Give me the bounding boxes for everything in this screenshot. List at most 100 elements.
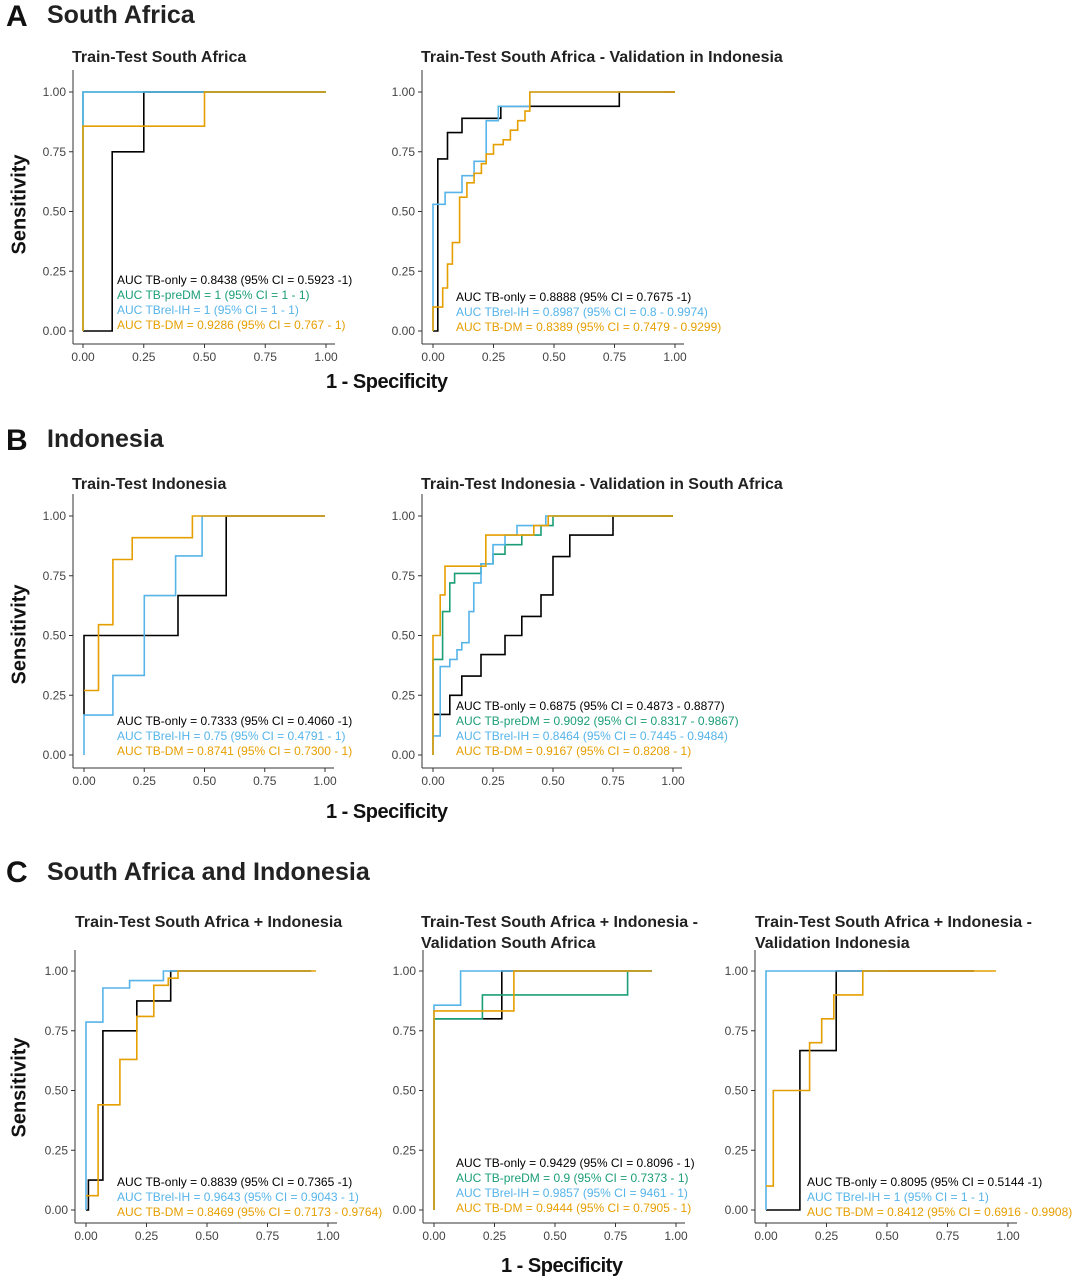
roc-curve-tb-only: [433, 515, 673, 716]
section-title-c: South Africa and Indonesia: [47, 858, 370, 886]
x-tick-label: 0.75: [256, 1229, 280, 1243]
x-tick-label: 1.00: [314, 350, 338, 364]
roc-curve-tb-dm: [432, 91, 675, 331]
y-tick-label: 0.00: [43, 324, 67, 338]
panel-title-line: Validation Indonesia: [755, 935, 910, 952]
x-tick-label: 1.00: [661, 774, 685, 788]
roc-curve-tbrel-ih: [765, 970, 887, 1210]
y-tick-label: 1.00: [725, 964, 749, 978]
y-tick-label: 0.25: [43, 264, 67, 278]
section-letter-a: A: [6, 0, 28, 33]
x-tick-label: 0.00: [71, 350, 95, 364]
y-tick-label: 0.75: [392, 145, 416, 159]
y-tick-label: 1.00: [45, 964, 69, 978]
auc-label-tb-only: AUC TB-only = 0.6875 (95% CI = 0.4873 - …: [456, 699, 725, 713]
panel-title: Train-Test South Africa + Indonesia: [75, 912, 342, 933]
x-tick-label: 0.75: [601, 774, 625, 788]
auc-label-tb-dm: AUC TB-DM = 0.9444 (95% CI = 0.7905 - 1): [456, 1201, 691, 1215]
section-letter-b: B: [6, 424, 28, 457]
panel-title-line: Train-Test South Africa: [72, 49, 247, 66]
roc-curve-tb-dm: [82, 91, 326, 331]
auc-label-tb-only: AUC TB-only = 0.8888 (95% CI = 0.7675 -1…: [456, 290, 691, 304]
auc-label-tbrel-ih: AUC TBrel-IH = 0.8987 (95% CI = 0.8 - 0.…: [456, 305, 708, 319]
auc-label-tb-dm: AUC TB-DM = 0.8469 (95% CI = 0.7173 - 0.…: [117, 1205, 382, 1219]
y-tick-label: 0.75: [392, 569, 416, 583]
panel-title-line: Train-Test Indonesia - Validation in Sou…: [421, 476, 783, 493]
roc-curve-tb-only: [433, 91, 675, 332]
y-tick-label: 0.00: [393, 1203, 417, 1217]
y-tick-label: 0.25: [43, 688, 67, 702]
roc-curve-tbrel-ih: [432, 515, 661, 755]
roc-curve-tbrel-ih: [432, 91, 663, 331]
x-tick-label: 0.25: [135, 1229, 159, 1243]
panel-title: Train-Test South Africa: [72, 47, 246, 68]
y-tick-label: 0.50: [45, 1084, 69, 1098]
x-tick-label: 0.25: [133, 774, 157, 788]
auc-label-tb-only: AUC TB-only = 0.8438 (95% CI = 0.5923 -1…: [117, 273, 352, 287]
x-tick-label: 0.00: [72, 774, 96, 788]
x-tick-label: 0.25: [815, 1229, 839, 1243]
roc-curve-tb-dm: [766, 970, 996, 1187]
y-tick-label: 0.00: [43, 748, 67, 762]
x-tick-label: 0.25: [481, 774, 505, 788]
x-tick-label: 0.50: [541, 774, 565, 788]
y-tick-label: 0.75: [725, 1024, 749, 1038]
y-tick-label: 0.50: [392, 629, 416, 643]
panel-title: Train-Test Indonesia - Validation in Sou…: [421, 474, 783, 495]
x-tick-label: 0.50: [193, 774, 217, 788]
y-tick-label: 0.75: [45, 1024, 69, 1038]
x-tick-label: 0.50: [875, 1229, 899, 1243]
x-tick-label: 1.00: [313, 774, 337, 788]
panel-title: Train-Test South Africa + Indonesia - Val…: [755, 912, 1032, 954]
x-tick-label: 0.00: [422, 1229, 446, 1243]
auc-label-tbrel-ih: AUC TBrel-IH = 1 (95% CI = 1 - 1): [807, 1190, 989, 1204]
x-tick-label: 0.50: [195, 1229, 219, 1243]
x-axis-label-a: 1 - Specificity: [326, 371, 448, 393]
panel-title-line: Train-Test South Africa + Indonesia: [75, 914, 343, 931]
auc-label-tb-predm: AUC TB-preDM = 1 (95% CI = 1 - 1): [117, 288, 310, 302]
y-tick-label: 1.00: [392, 509, 416, 523]
x-tick-label: 0.25: [483, 1229, 507, 1243]
x-tick-label: 0.00: [421, 774, 445, 788]
x-tick-label: 1.00: [996, 1229, 1020, 1243]
panel-title: Train-Test Indonesia: [72, 474, 226, 495]
x-tick-label: 0.25: [132, 350, 156, 364]
y-tick-label: 0.75: [43, 145, 67, 159]
roc-curve-tb-dm: [84, 515, 325, 692]
auc-label-tbrel-ih: AUC TBrel-IH = 0.9857 (95% CI = 9461 - 1…: [456, 1186, 688, 1200]
y-tick-label: 1.00: [43, 85, 67, 99]
y-tick-label: 0.50: [393, 1084, 417, 1098]
panel-title-line: Validation South Africa: [421, 935, 596, 952]
auc-label-tbrel-ih: AUC TBrel-IH = 0.8464 (95% CI = 0.7445 -…: [456, 729, 728, 743]
panel-title-line: Train-Test South Africa + Indonesia -: [421, 914, 698, 931]
auc-label-tb-only: AUC TB-only = 0.7333 (95% CI = 0.4060 -1…: [117, 714, 352, 728]
y-tick-label: 0.00: [725, 1203, 749, 1217]
panel-title: Train-Test South Africa - Validation in …: [421, 47, 783, 68]
x-tick-label: 0.00: [421, 350, 445, 364]
section-title-a: South Africa: [47, 1, 195, 29]
y-tick-label: 0.25: [392, 264, 416, 278]
y-tick-label: 0.75: [393, 1024, 417, 1038]
x-tick-label: 0.75: [254, 350, 278, 364]
section-letter-c: C: [6, 856, 28, 889]
y-tick-label: 0.50: [392, 205, 416, 219]
y-tick-label: 0.50: [43, 205, 67, 219]
x-tick-label: 0.75: [936, 1229, 960, 1243]
auc-label-tb-predm: AUC TB-preDM = 0.9092 (95% CI = 0.8317 -…: [456, 714, 739, 728]
auc-label-tbrel-ih: AUC TBrel-IH = 0.75 (95% CI = 0.4791 - 1…: [117, 729, 346, 743]
y-tick-label: 0.50: [725, 1084, 749, 1098]
y-tick-label: 0.25: [392, 688, 416, 702]
y-tick-label: 0.00: [392, 748, 416, 762]
x-axis-label-b: 1 - Specificity: [326, 801, 448, 823]
y-tick-label: 0.00: [392, 324, 416, 338]
x-tick-label: 1.00: [316, 1229, 340, 1243]
x-tick-label: 0.00: [74, 1229, 98, 1243]
auc-label-tbrel-ih: AUC TBrel-IH = 1 (95% CI = 1 - 1): [117, 303, 299, 317]
auc-label-tb-dm: AUC TB-DM = 0.8741 (95% CI = 0.7300 - 1): [117, 744, 352, 758]
